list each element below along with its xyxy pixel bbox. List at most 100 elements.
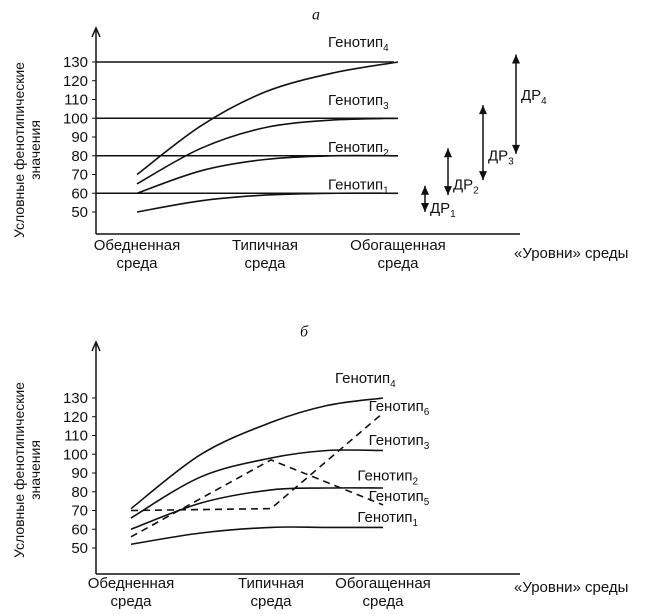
series-subscript: 2 [413, 477, 419, 488]
series-line-genotype-3 [130, 449, 384, 519]
y-axis-title: Условные фенотипическиезначения [11, 62, 43, 238]
series-subscript: 1 [383, 186, 389, 197]
series-subscript: 2 [383, 148, 389, 159]
y-tick-label: 60 [71, 521, 88, 538]
series-subscript: 5 [424, 497, 430, 508]
series-subscript: 3 [424, 441, 430, 452]
y-tick-label: 50 [71, 540, 88, 557]
series-label-genotype-1: Генотип1 [357, 509, 418, 529]
series-label-genotype-4: Генотип4 [335, 370, 396, 390]
series-line-genotype-4 [130, 397, 384, 510]
x-category-label: Типичная [232, 237, 298, 254]
y-tick-label: 90 [71, 465, 88, 482]
x-category-label: среда [378, 255, 420, 272]
series-line-genotype-4 [136, 61, 399, 176]
y-tick-label: 50 [71, 204, 88, 221]
range-arrow-head-down [479, 171, 487, 181]
y-axis-title-line1: Условные фенотипические [11, 62, 27, 238]
x-category-label: среда [117, 255, 159, 272]
y-tick-label: 70 [71, 167, 88, 184]
x-category-label: среда [245, 255, 287, 272]
series-line-genotype-3 [136, 117, 399, 185]
x-category-label: Обогащенная [350, 237, 446, 254]
x-axis-title: «Уровни» среды [514, 579, 628, 596]
range-label: ДР [453, 177, 473, 194]
range-arrow-head-down [421, 203, 429, 212]
range-subscript: 4 [541, 96, 547, 107]
y-tick-label: 60 [71, 185, 88, 202]
range-subscript: 2 [473, 186, 479, 197]
y-tick-label: 130 [63, 390, 88, 407]
y-tick-label: 70 [71, 503, 88, 520]
panel-label: а [312, 6, 320, 23]
y-tick-label: 100 [63, 446, 88, 463]
y-tick-label: 110 [64, 428, 88, 445]
x-category-label: среда [111, 593, 153, 610]
range-label: ДР [430, 200, 450, 217]
series-subscript: 4 [383, 43, 389, 54]
series-name: Генотип [328, 92, 383, 109]
y-axis-arrowhead [91, 340, 101, 352]
series-label-genotype-4: Генотип4 [328, 34, 389, 54]
y-tick-label: 120 [63, 73, 88, 90]
series-subscript: 4 [390, 379, 396, 390]
panel-label: б [300, 323, 309, 340]
series-name: Генотип [369, 398, 424, 415]
y-tick-label: 90 [71, 129, 88, 146]
series-subscript: 6 [424, 407, 430, 418]
series-subscript: 3 [383, 101, 389, 112]
y-tick-label: 100 [63, 110, 88, 127]
series-label-genotype-2: Генотип2 [357, 468, 418, 488]
series-line-genotype-1 [130, 526, 383, 546]
series-label-genotype-5: Генотип5 [369, 488, 430, 508]
y-axis-title-line2: значения [27, 120, 43, 180]
x-category-label: среда [363, 593, 405, 610]
x-category-label: Обогащенная [335, 575, 431, 592]
range-subscript: 1 [450, 209, 456, 220]
range-arrow-head-up [479, 105, 487, 115]
range-arrow-head-down [512, 144, 520, 154]
series-name: Генотип [335, 370, 390, 387]
series-name: Генотип [369, 488, 424, 505]
series-name: Генотип [357, 509, 412, 526]
series-name: Генотип [328, 139, 383, 156]
range-label: ДР [521, 87, 541, 104]
range-label-dr-4: ДР4 [521, 87, 547, 107]
series-line-genotype-2 [136, 154, 399, 195]
series-name: Генотип [328, 34, 383, 51]
series-line-genotype-5 [130, 459, 384, 538]
y-axis-title: Условные фенотипическиезначения [11, 382, 43, 558]
range-arrow-head-down [444, 186, 452, 196]
range-label-dr-2: ДР2 [453, 177, 479, 197]
range-arrow-head-up [512, 54, 520, 64]
range-arrow-head-up [444, 148, 452, 158]
y-tick-label: 110 [64, 92, 88, 109]
series-label-genotype-3: Генотип3 [369, 432, 430, 452]
x-category-label: Обедненная [94, 237, 181, 254]
range-arrow-head-up [421, 185, 429, 195]
y-tick-label: 80 [71, 148, 88, 165]
series-name: Генотип [357, 468, 412, 485]
y-tick-label: 80 [71, 484, 88, 501]
y-axis-arrowhead [91, 26, 101, 38]
x-category-label: Типичная [238, 575, 304, 592]
series-line-genotype-1 [136, 192, 399, 213]
x-axis-title: «Уровни» среды [514, 245, 628, 262]
range-label-dr-3: ДР3 [488, 148, 514, 168]
y-axis-title-line2: значения [27, 440, 43, 500]
series-label-genotype-6: Генотип6 [369, 398, 430, 418]
series-name: Генотип [328, 177, 383, 194]
series-label-genotype-2: Генотип2 [328, 139, 389, 159]
range-label: ДР [488, 148, 508, 165]
x-category-label: Обедненная [88, 575, 175, 592]
series-label-genotype-3: Генотип3 [328, 92, 389, 112]
x-category-label: среда [251, 593, 293, 610]
series-label-genotype-1: Генотип1 [328, 177, 389, 197]
series-name: Генотип [369, 432, 424, 449]
y-axis-title-line1: Условные фенотипические [11, 382, 27, 558]
range-subscript: 3 [508, 157, 514, 168]
range-label-dr-1: ДР1 [430, 200, 456, 220]
